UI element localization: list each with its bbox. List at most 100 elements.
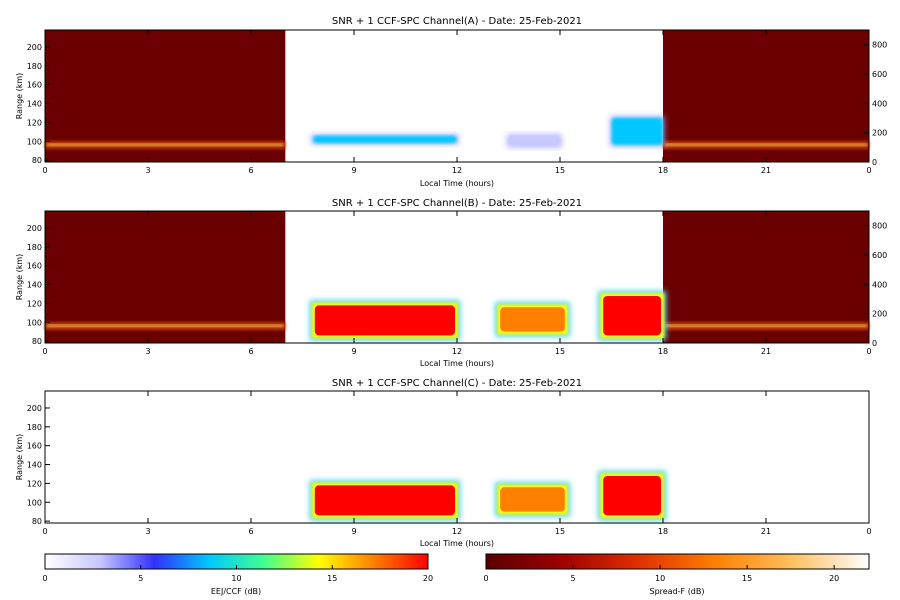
y-tick-label: 140 [27,100,42,109]
panel-c: SNR + 1 CCF-SPC Channel(C) - Date: 25-Fe… [15,378,872,548]
colorbar-tick-label: 20 [829,574,839,583]
spreadf-layer-core [47,143,284,146]
right-tick-label: 200 [872,129,887,138]
x-tick-label: 6 [248,347,253,356]
y-tick-label: 100 [27,137,42,146]
x-tick-label: 18 [658,347,668,356]
panel-b: SNR + 1 CCF-SPC Channel(B) - Date: 25-Fe… [15,198,887,368]
night-spreadf-block [45,211,286,343]
x-tick-label: 3 [145,527,150,536]
panel-c-title: SNR + 1 CCF-SPC Channel(C) - Date: 25-Fe… [332,378,582,389]
x-tick-label: 9 [351,527,356,536]
y-tick-label: 180 [27,243,42,252]
panel-c-ylabel: Range (km) [15,434,24,481]
echo-core [611,117,663,146]
echo-core [500,487,565,512]
y-tick-label: 160 [27,442,42,451]
panel-b-ticks: 0 3 6 9 12 15 18 21 0801001201401601802000200400… [27,211,887,356]
echo-core [500,307,565,332]
colorbar-tick-label: 5 [138,574,143,583]
x-tick-label: 3 [145,166,150,175]
echo-core [603,475,661,516]
x-tick-label: 12 [452,527,462,536]
panel-a-title: SNR + 1 CCF-SPC Channel(A) - Date: 25-Fe… [332,16,582,27]
right-tick-label: 400 [872,280,887,289]
y-tick-label: 180 [27,62,42,71]
y-tick-label: 160 [27,262,42,271]
y-tick-label: 180 [27,423,42,432]
colorbar-tick-label: 0 [483,574,488,583]
colorbar-ccf-ticks: 0 5 10 15 20 [42,565,433,583]
echo-core [508,135,560,146]
spreadf-layer-core [665,324,867,327]
night-spreadf-block [45,30,286,162]
x-tick-label: 3 [145,347,150,356]
y-tick-label: 160 [27,81,42,90]
x-tick-label: 21 [761,347,771,356]
x-tick-label: 0 [866,347,871,356]
x-tick-label: 21 [761,166,771,175]
y-tick-label: 100 [27,318,42,327]
echo-core [603,295,661,336]
colorbar-spreadf-bar [485,553,870,570]
y-tick-label: 120 [27,118,42,127]
x-tick-label: 9 [351,347,356,356]
y-tick-label: 80 [32,156,42,165]
right-tick-label: 400 [872,99,887,108]
colorbar-tick-label: 10 [655,574,665,583]
panel-a-ticks: 0 3 6 9 12 15 18 21 0801001201401601802000200400… [27,30,887,175]
colorbar-tick-label: 15 [327,574,337,583]
y-tick-label: 200 [27,404,42,413]
x-tick-label: 0 [42,527,47,536]
colorbar-tick-label: 10 [231,574,241,583]
panel-c-plot [45,391,869,523]
x-tick-label: 21 [761,527,771,536]
colorbar-ccf: 0 5 10 15 20 EEJ/CCF (dB) [42,553,433,596]
echo-core [314,305,455,336]
right-tick-label: 800 [872,41,887,50]
right-tick-label: 600 [872,70,887,79]
echo-core [314,485,455,516]
x-tick-label: 0 [866,166,871,175]
colorbar-tick-label: 0 [42,574,47,583]
y-tick-label: 200 [27,224,42,233]
y-tick-label: 80 [32,517,42,526]
echo-core [312,135,457,144]
panel-b-ylabel: Range (km) [15,254,24,301]
colorbar-tick-label: 20 [423,574,433,583]
x-tick-label: 15 [555,166,565,175]
panel-b-xlabel: Local Time (hours) [420,359,494,368]
panel-b-title: SNR + 1 CCF-SPC Channel(B) - Date: 25-Fe… [332,198,582,209]
right-tick-label: 0 [872,158,877,167]
spreadf-layer-core [665,143,867,146]
x-tick-label: 0 [42,166,47,175]
x-tick-label: 12 [452,166,462,175]
panel-a-plot [45,30,869,162]
x-tick-label: 15 [555,347,565,356]
colorbar-tick-label: 15 [742,574,752,583]
right-tick-label: 0 [872,339,877,348]
x-tick-label: 18 [658,166,668,175]
spreadf-layer-core [47,324,284,327]
panel-a-xlabel: Local Time (hours) [420,179,494,188]
colorbar-tick-label: 5 [570,574,575,583]
y-tick-label: 80 [32,337,42,346]
panel-a-ylabel: Range (km) [15,73,24,120]
panel-c-xlabel: Local Time (hours) [420,539,494,548]
right-tick-label: 800 [872,222,887,231]
x-tick-label: 0 [42,347,47,356]
right-tick-label: 200 [872,310,887,319]
x-tick-label: 6 [248,527,253,536]
y-tick-label: 140 [27,281,42,290]
y-tick-label: 120 [27,479,42,488]
y-tick-label: 100 [27,498,42,507]
x-tick-label: 12 [452,347,462,356]
y-tick-label: 140 [27,461,42,470]
x-tick-label: 6 [248,166,253,175]
night-spreadf-block [663,211,869,343]
colorbar-spreadf: 0 5 10 15 20 Spread-F (dB) [483,553,870,596]
x-tick-label: 15 [555,527,565,536]
colorbar-spreadf-label: Spread-F (dB) [649,587,704,596]
